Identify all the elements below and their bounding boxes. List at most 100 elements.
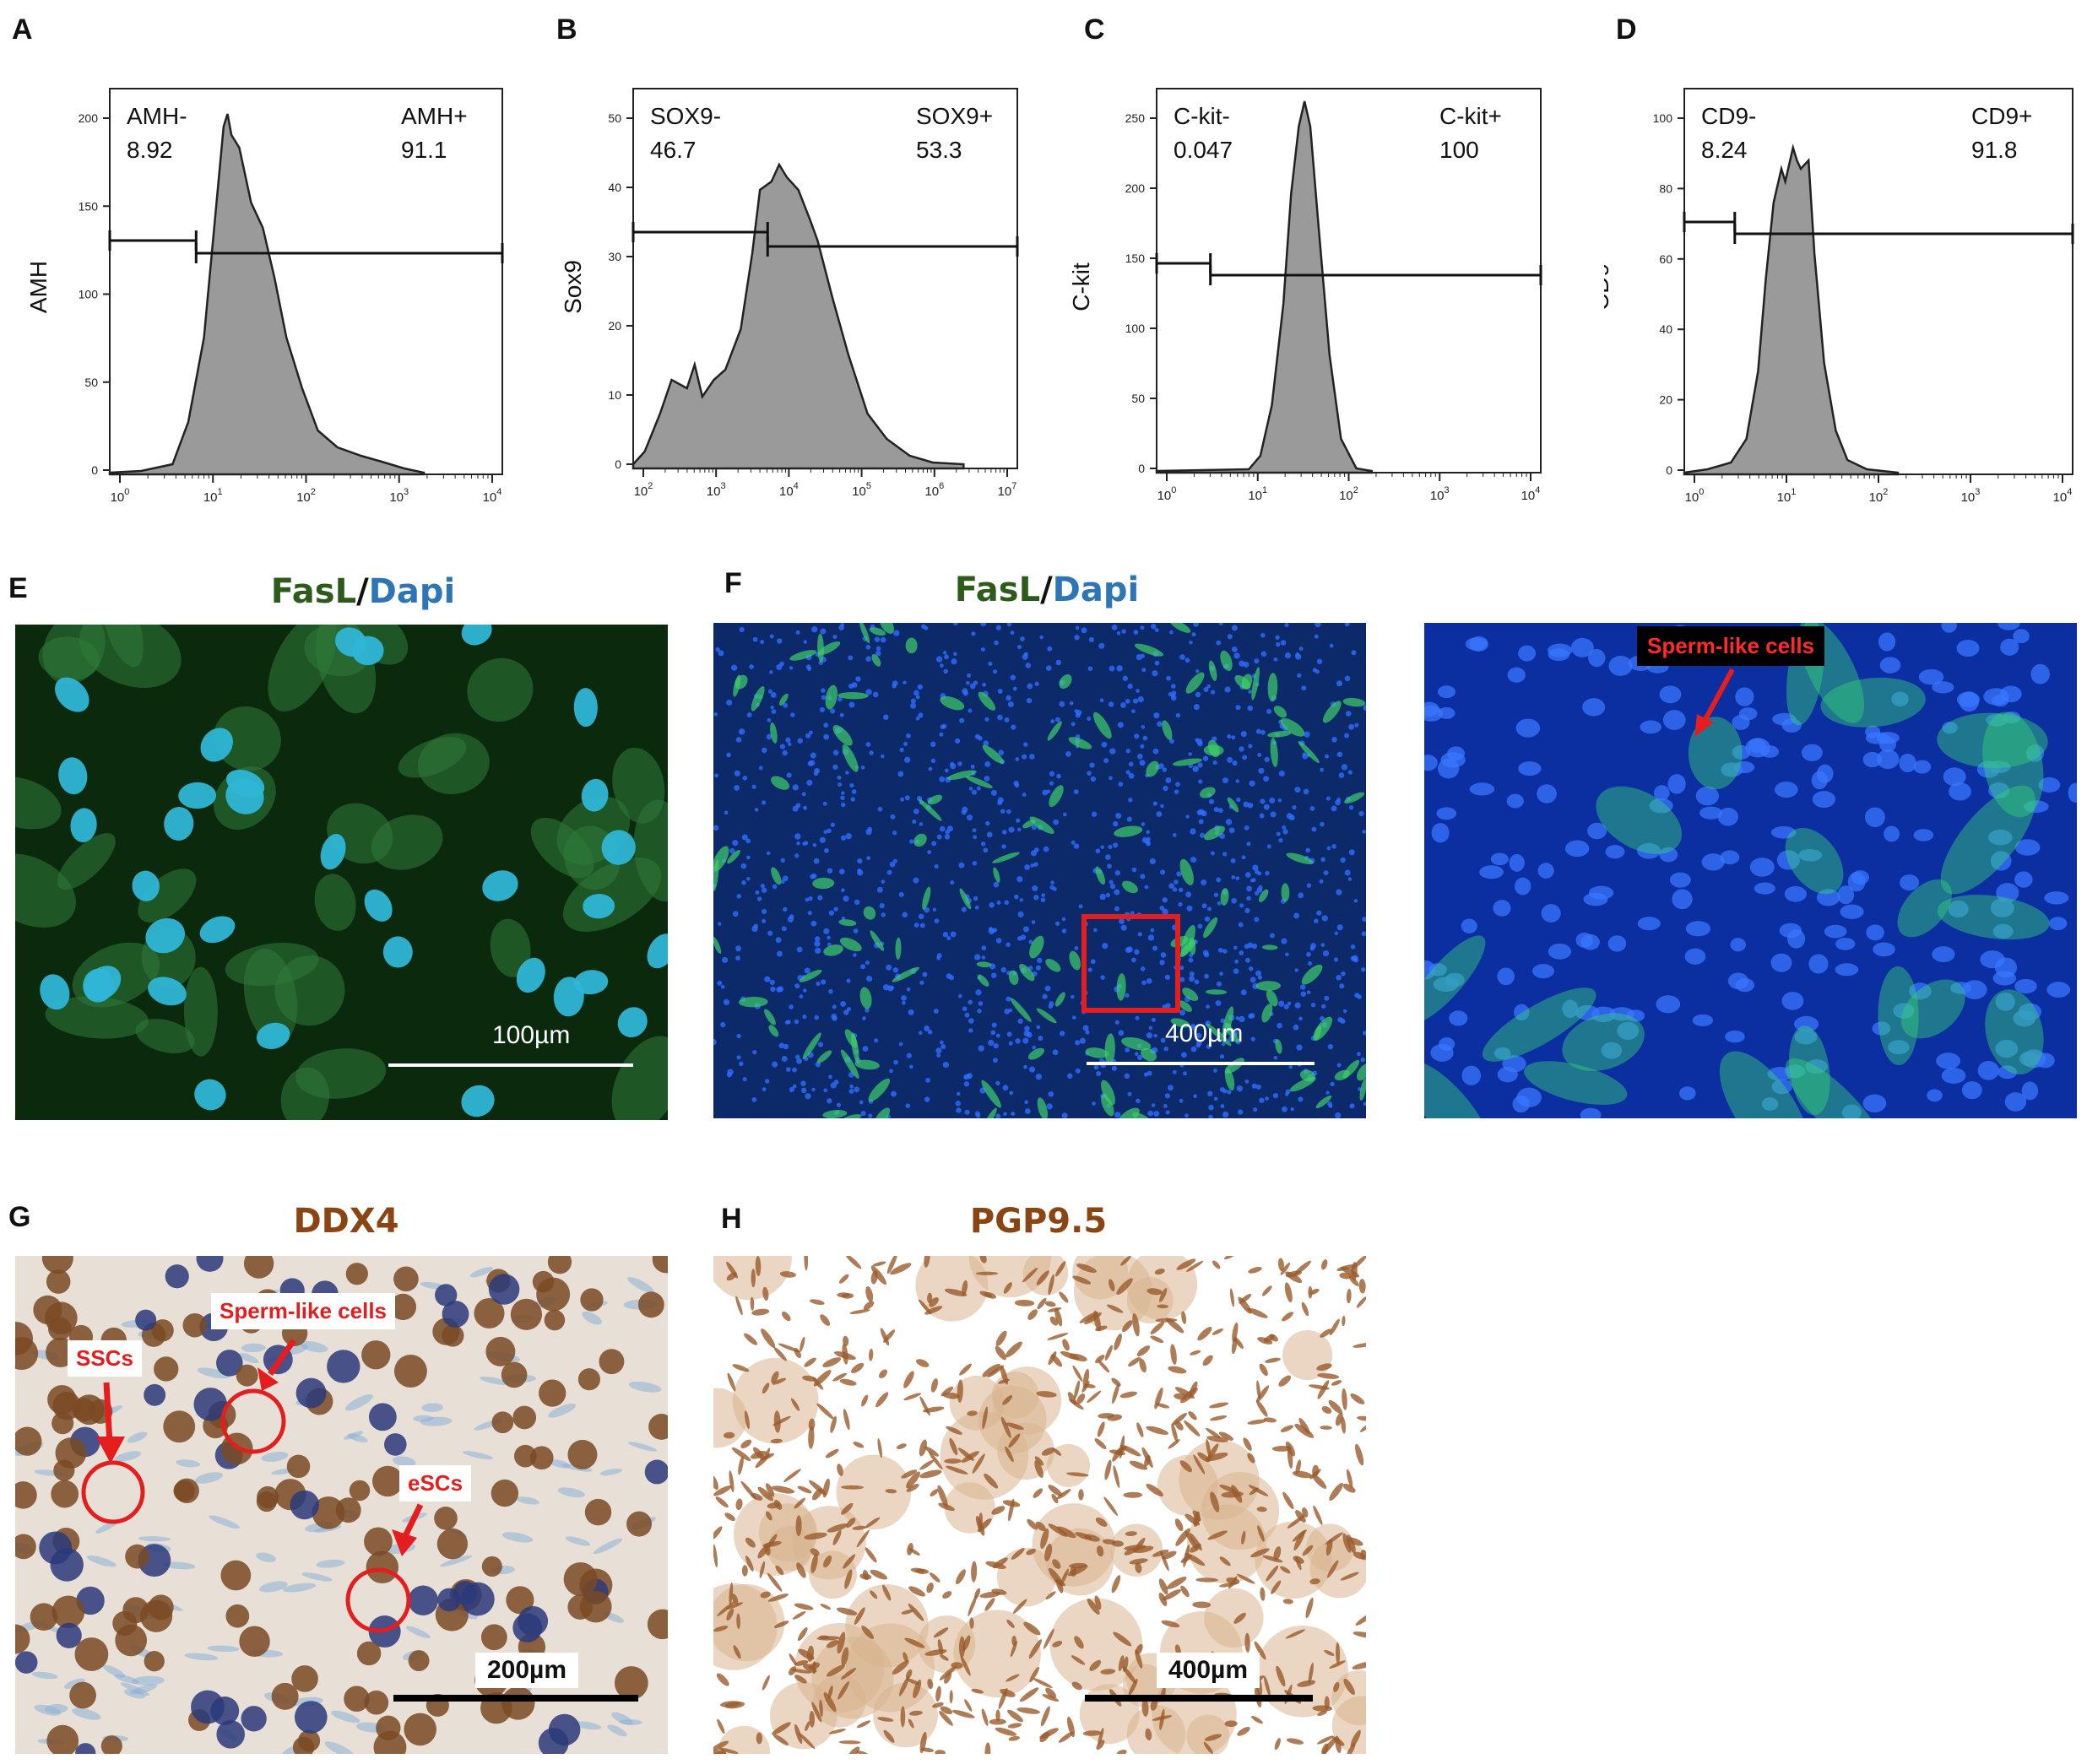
negative-gate-label: SOX9- [650, 103, 721, 129]
y-tick-label: 0 [91, 463, 98, 477]
x-tick-label: 101 [1248, 485, 1267, 503]
fluorescence-image-e: 100µm [15, 625, 668, 1120]
panel-letter-h: H [721, 1203, 742, 1235]
sperm-like-cells-callout-g: Sperm-like cells [211, 1293, 395, 1329]
flow-histogram-c: C C-kit- 0.047 C-kit+ 100 0 50 100 150 200 250 100 1… [1072, 14, 1542, 503]
x-tick-label: 100 [1685, 487, 1705, 505]
annotation-overlay-g [81, 1338, 424, 1633]
y-tick-label: 200 [1125, 181, 1146, 195]
histogram-area [108, 113, 426, 476]
flow-histogram-a: A AMH- 8.92 AMH+ 91.1 0 50 100 150 200 100 101 102 10… [12, 14, 504, 505]
histogram-area [1683, 143, 1900, 476]
panel-h-title: PGP9.5 [969, 1202, 1108, 1241]
sperm-like-cells-callout-f: Sperm-like cells [1637, 626, 1824, 666]
x-tick-label: 103 [1961, 487, 1981, 505]
panel-e-title: FasL/Dapi [253, 572, 473, 611]
scale-label-h: 400µm [1157, 1653, 1260, 1688]
x-tick-label: 103 [1430, 485, 1450, 503]
scale-bar-g [393, 1695, 638, 1702]
fluorescence-image-e-canvas [15, 625, 668, 1120]
ssc-callout: SSCs [68, 1340, 142, 1377]
x-tick-label: 106 [924, 481, 944, 499]
sperm-like-circle [220, 1388, 286, 1454]
y-tick-label: 200 [79, 111, 99, 125]
x-tick-label: 104 [1521, 485, 1541, 503]
y-tick-label: 40 [1659, 322, 1672, 336]
panel-letter-f: F [724, 567, 742, 599]
x-tick-label: 102 [634, 481, 653, 499]
ihc-image-g-canvas [15, 1256, 668, 1754]
scale-label-f: 400µm [1165, 1020, 1244, 1047]
ssc-circle [81, 1460, 145, 1524]
positive-gate-value: 91.8 [1971, 137, 2018, 163]
x-tick-label: 104 [779, 481, 799, 499]
positive-gate-value: 53.3 [916, 137, 962, 163]
y-tick-label: 60 [1659, 252, 1672, 266]
scale-label-g: 200µm [475, 1653, 579, 1688]
y-tick-label: 0 [1666, 463, 1672, 477]
scale-bar-e [388, 1063, 633, 1067]
y-axis-label: AMH [25, 261, 51, 313]
ihc-image-h-canvas [713, 1256, 1366, 1754]
scale-bar-f [1087, 1062, 1315, 1065]
fluorescence-image-f: 400µm [713, 623, 1366, 1118]
fasl-label: FasL [954, 571, 1041, 609]
flow-histogram-b: B SOX9- 46.7 SOX9+ 53.3 0 10 20 30 40 50 102 103 104 1… [556, 14, 1019, 499]
panel-letter-g: G [8, 1201, 31, 1233]
y-tick-label: 50 [84, 376, 98, 389]
y-tick-label: 10 [608, 388, 621, 402]
y-tick-label: 50 [1131, 392, 1145, 405]
positive-gate-label: AMH+ [401, 103, 468, 129]
negative-gate-label: C-kit- [1174, 103, 1230, 129]
esc-callout: eSCs [399, 1465, 472, 1502]
x-tick-label: 101 [203, 487, 223, 505]
positive-gate-value: 91.1 [401, 137, 447, 163]
panel-letter: B [556, 14, 577, 46]
scale-label-e: 100µm [492, 1021, 571, 1049]
y-tick-label: 80 [1659, 181, 1672, 195]
negative-gate-value: 0.047 [1174, 137, 1233, 163]
histogram-area [1155, 100, 1374, 474]
arrow-icon [257, 1367, 279, 1391]
y-tick-label: 100 [79, 288, 99, 301]
x-tick-label: 102 [296, 487, 316, 505]
arrow-icon [96, 1437, 125, 1464]
negative-gate-label: CD9- [1701, 103, 1756, 129]
fasl-label: FasL [270, 572, 357, 611]
panel-letter: D [1616, 14, 1637, 46]
negative-gate-value: 8.24 [1701, 137, 1748, 163]
zoom-region-box [1081, 914, 1180, 1013]
scale-bar-h [1085, 1695, 1313, 1702]
panel-letter: A [12, 14, 33, 46]
x-tick-label: 101 [1777, 487, 1797, 505]
dapi-label: Dapi [368, 572, 456, 611]
arrow-icon [103, 1382, 113, 1444]
positive-gate-label: C-kit+ [1439, 103, 1502, 129]
y-tick-label: 40 [608, 181, 621, 194]
y-tick-label: 0 [615, 457, 621, 471]
positive-gate-value: 100 [1439, 137, 1479, 163]
negative-gate-value: 8.92 [127, 137, 173, 163]
arrow-icon [402, 1503, 424, 1538]
x-tick-label: 100 [1157, 485, 1177, 503]
dapi-label: Dapi [1052, 571, 1140, 609]
fluorescence-image-f-zoom-canvas [1424, 623, 2077, 1118]
esc-circle [345, 1567, 411, 1633]
y-tick-label: 50 [608, 111, 621, 125]
title-slash: / [1040, 571, 1053, 609]
x-tick-label: 105 [852, 481, 871, 499]
ihc-image-h: 400µm [713, 1256, 1366, 1754]
arrow-icon [392, 1529, 417, 1556]
y-tick-label: 250 [1125, 111, 1146, 125]
x-tick-label: 100 [111, 487, 130, 505]
flow-histogram-d: D CD9- 8.24 CD9+ 91.8 0 20 40 60 80 100 100 101 102 10… [1604, 14, 2074, 505]
y-tick-label: 20 [608, 319, 621, 333]
x-tick-label: 107 [998, 481, 1017, 499]
x-tick-label: 102 [1869, 487, 1889, 505]
y-tick-label: 150 [1125, 252, 1146, 265]
y-axis-label: C-kit [1072, 262, 1094, 311]
arrow-icon [1694, 668, 1735, 737]
positive-gate-label: SOX9+ [916, 103, 993, 129]
x-tick-label: 104 [2053, 487, 2073, 505]
x-tick-label: 103 [389, 487, 409, 505]
